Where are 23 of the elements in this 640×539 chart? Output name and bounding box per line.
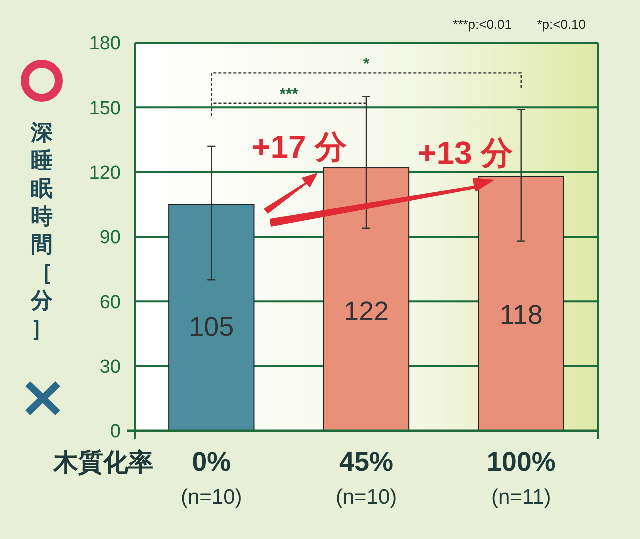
y-tick-label: 30 — [100, 356, 121, 378]
annotation: +13 分 — [418, 135, 514, 171]
data-label: 122 — [344, 296, 390, 327]
data-label: 105 — [189, 312, 234, 342]
annotation: * — [363, 56, 370, 74]
annotation: +17 分 — [252, 129, 348, 165]
y-tick-label: 0 — [110, 422, 121, 443]
y-tick-label: 180 — [89, 34, 121, 55]
bar — [168, 204, 255, 432]
x-axis-title: 木質化率 — [52, 449, 154, 477]
y-tick-label: 120 — [89, 162, 121, 184]
text: ***p:<0.01 — [453, 17, 512, 32]
x-tick-label: 45% (n=10) — [336, 447, 398, 509]
text: *p:<0.10 — [537, 17, 586, 32]
y-tick-label: 60 — [100, 292, 121, 314]
annotation: *** — [280, 86, 300, 104]
x-tick-label: 100% (n=11) — [486, 447, 556, 509]
y-axis-title: 深睡眠時間［分］ — [30, 120, 54, 341]
bar — [478, 176, 564, 432]
y-tick-label: 150 — [89, 98, 121, 120]
y-tick-label: 90 — [100, 228, 121, 249]
x-tick-label: 0% (n=10) — [181, 447, 242, 509]
data-label: 118 — [500, 300, 543, 330]
